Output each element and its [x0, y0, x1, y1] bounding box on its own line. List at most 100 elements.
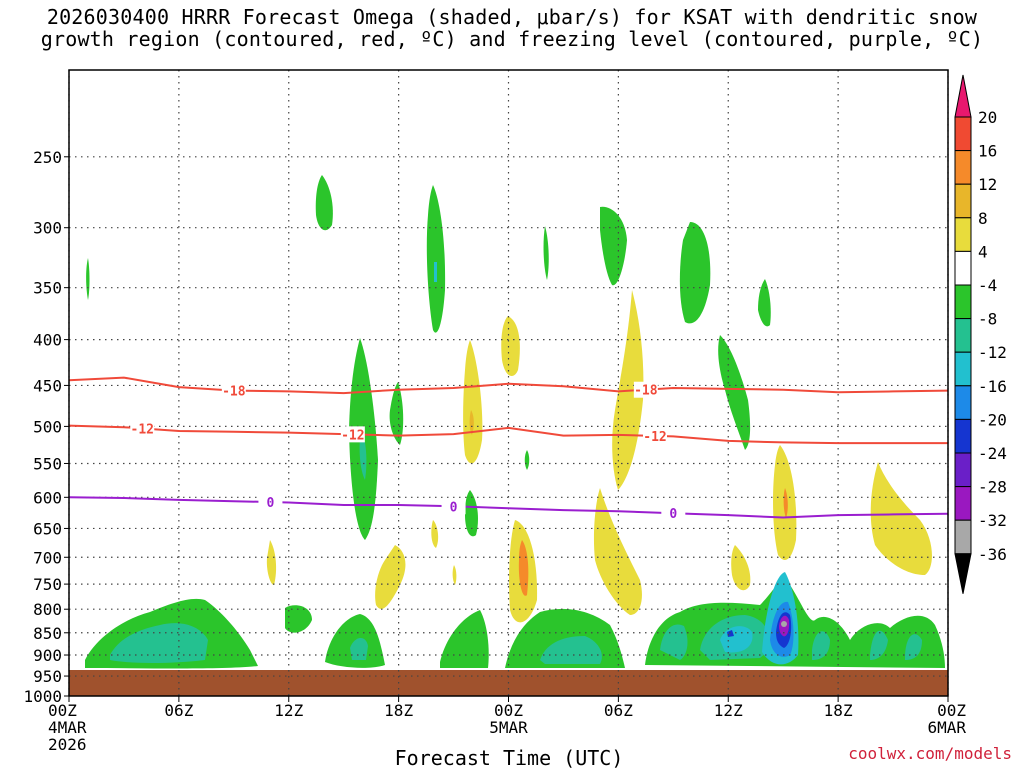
colorbar-segment [954, 318, 972, 353]
omega-region [431, 520, 439, 548]
colorbar-label: 4 [978, 242, 988, 261]
y-axis: 250 300 350 400 450 500 550 600 650 700 750 800 850 9… [23, 148, 69, 706]
contour-label-bg [340, 426, 365, 443]
colorbar-segment [954, 519, 972, 555]
omega-region [465, 490, 478, 537]
colorbar-label: -12 [978, 343, 1007, 362]
credit-text: coolwx.com/models [848, 744, 1012, 763]
colorbar-label: -24 [978, 444, 1007, 463]
omega-region [469, 410, 474, 435]
colorbar-label: 8 [978, 209, 988, 228]
colorbar: 20 16 12 8 4 -4 -8 -12 -16 -20 -24 -28 -32 -36 [954, 74, 1007, 594]
x-tick-label: 06Z [164, 701, 193, 720]
omega-region [758, 279, 771, 327]
y-tick-label: 300 [33, 219, 62, 238]
y-tick-label: 1000 [23, 687, 62, 706]
colorbar-label: -4 [978, 276, 997, 295]
x-tick-label: 4MAR [48, 718, 87, 737]
x-tick-label: 00Z [494, 701, 523, 720]
chart-title-line-2: growth region (contoured, red, ºC) and f… [40, 27, 984, 51]
contour-label: -18 [222, 385, 246, 400]
omega-region [315, 175, 333, 231]
colorbar-segment [954, 553, 972, 594]
omega-region [540, 636, 602, 664]
omega-region [389, 382, 404, 445]
contour-label-bg [643, 427, 667, 444]
colorbar-label: -36 [978, 545, 1007, 564]
y-tick-label: 500 [33, 417, 62, 436]
omega-region [679, 222, 711, 324]
omega-region [718, 335, 751, 450]
y-tick-label: 450 [33, 376, 62, 395]
omega-region [518, 540, 529, 596]
omega-region [783, 488, 788, 518]
omega-shading-layer [69, 175, 948, 696]
contour-label-bg [258, 494, 283, 511]
omega-region [731, 545, 751, 591]
omega-region [660, 624, 688, 660]
colorbar-segment [954, 486, 972, 521]
colorbar-label: -28 [978, 478, 1007, 497]
colorbar-segment [954, 250, 972, 286]
y-tick-label: 900 [33, 646, 62, 665]
omega-region [285, 605, 312, 633]
contour-line [68, 496, 949, 519]
colorbar-segment [954, 74, 972, 118]
omega-region [463, 340, 483, 464]
colorbar-segment [954, 452, 972, 488]
contour-label-bg [130, 420, 155, 437]
omega-region [905, 634, 922, 660]
x-tick-label: 2026 [48, 735, 87, 754]
colorbar-label: 12 [978, 175, 997, 194]
omega-region [440, 610, 489, 668]
colorbar-segment [954, 150, 972, 185]
colorbar-label: -32 [978, 511, 1007, 530]
x-axis-title: Forecast Time (UTC) [395, 746, 624, 768]
contour-label: 0 [450, 500, 458, 515]
chart-title: 2026030400 HRRR Forecast Omega (shaded, … [0, 6, 1024, 50]
y-tick-label: 700 [33, 548, 62, 567]
omega-region [870, 630, 888, 660]
x-tick-label: 5MAR [489, 718, 528, 737]
contour-line [68, 424, 948, 445]
omega-region [870, 462, 932, 575]
contour-layer: -18 -18 -12 -12 -12 0 0 0 [68, 376, 949, 522]
colorbar-label: -16 [978, 377, 1007, 396]
x-tick-label: 6MAR [927, 718, 966, 737]
colorbar-segment [954, 418, 972, 454]
y-tick-label: 250 [33, 148, 62, 167]
omega-region [452, 565, 457, 585]
omega-region [812, 631, 830, 660]
x-tick-label: 00Z [937, 701, 966, 720]
y-tick-label: 750 [33, 575, 62, 594]
colorbar-segment [954, 183, 972, 219]
contour-label-bg [221, 382, 246, 399]
colorbar-label: -20 [978, 410, 1007, 429]
omega-region [501, 316, 520, 376]
colorbar-label: 20 [978, 108, 997, 127]
omega-region [426, 185, 446, 333]
contour-label-bg [661, 505, 686, 522]
colorbar-label: -8 [978, 310, 997, 329]
y-tick-label: 600 [33, 488, 62, 507]
y-tick-label: 850 [33, 624, 62, 643]
colorbar-segment [954, 217, 972, 252]
chart-title-line-1: 2026030400 HRRR Forecast Omega (shaded, … [46, 5, 978, 29]
y-tick-label: 350 [33, 279, 62, 298]
y-tick-label: 550 [33, 454, 62, 473]
contour-label: -12 [131, 422, 154, 437]
omega-region [434, 262, 437, 282]
x-tick-label: 12Z [274, 701, 303, 720]
colorbar-segment [954, 385, 972, 420]
contour-label: 0 [669, 507, 677, 522]
y-tick-label: 800 [33, 600, 62, 619]
colorbar-label: 16 [978, 142, 997, 161]
y-tick-label: 950 [33, 667, 62, 686]
omega-region [781, 621, 787, 627]
x-tick-label: 06Z [604, 701, 633, 720]
contour-line [68, 376, 949, 395]
omega-region [524, 450, 530, 470]
contour-label: 0 [267, 496, 275, 511]
